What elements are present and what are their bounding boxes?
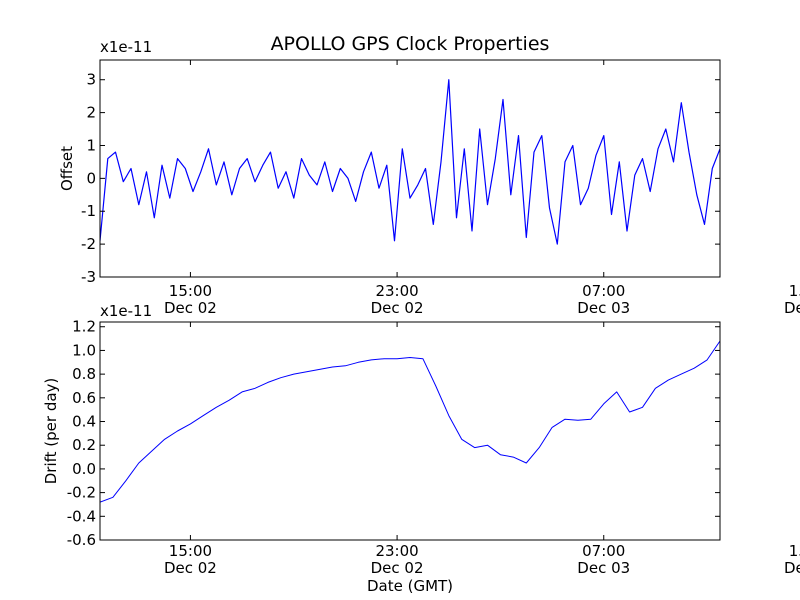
ytick-label: 1 [86,136,96,154]
series-line-0 [100,79,720,245]
x-axis-label: Date (GMT) [367,577,453,595]
ytick-label: 0.0 [72,460,96,478]
ytick-label: -0.6 [67,531,96,549]
xtick-date-label: Dec 02 [164,559,217,577]
xtick-date-label: Dec 03 [577,299,630,317]
ytick-label: -2 [81,235,96,253]
xtick-date-label: Dec 02 [371,299,424,317]
chart-title: APOLLO GPS Clock Properties [271,33,550,55]
ytick-label: 2 [86,104,96,122]
axis-multiplier: x1e-11 [100,302,152,320]
axes-frame [99,59,721,278]
ytick-label: 1.0 [72,341,96,359]
drift-panel: 1.21.00.80.60.40.20.0-0.2-0.4-0.615:00De… [42,302,800,595]
xtick-time-label: 15:00 [169,282,212,300]
ytick-label: 0.4 [72,413,96,431]
xtick-time-label: 07:00 [582,542,625,560]
ytick-label: 3 [86,71,96,89]
xtick-time-label: 15:00 [789,282,800,300]
ytick-label: -3 [81,268,96,286]
xtick-date-label: Dec 02 [371,559,424,577]
ytick-label: 0.6 [72,389,96,407]
xtick-date-label: Dec 02 [164,299,217,317]
xtick-time-label: 15:00 [789,542,800,560]
y-axis-label: Offset [58,146,76,191]
ytick-label: 0.8 [72,365,96,383]
ytick-label: -0.2 [67,484,96,502]
y-axis-label: Drift (per day) [42,378,60,485]
ytick-label: 0 [86,169,96,187]
xtick-time-label: 23:00 [375,542,418,560]
series-line-0 [100,340,720,503]
xtick-time-label: 07:00 [582,282,625,300]
xtick-date-label: Dec 03 [577,559,630,577]
ytick-label: -1 [81,202,96,220]
ytick-label: -0.4 [67,507,96,525]
axis-multiplier: x1e-11 [100,38,152,56]
axes-frame [99,321,721,541]
xtick-date-label: Dec 03 [784,559,800,577]
xtick-date-label: Dec 03 [784,299,800,317]
ytick-label: 1.2 [72,318,96,336]
xtick-time-label: 15:00 [169,542,212,560]
xtick-time-label: 23:00 [375,282,418,300]
ytick-label: 0.2 [72,436,96,454]
